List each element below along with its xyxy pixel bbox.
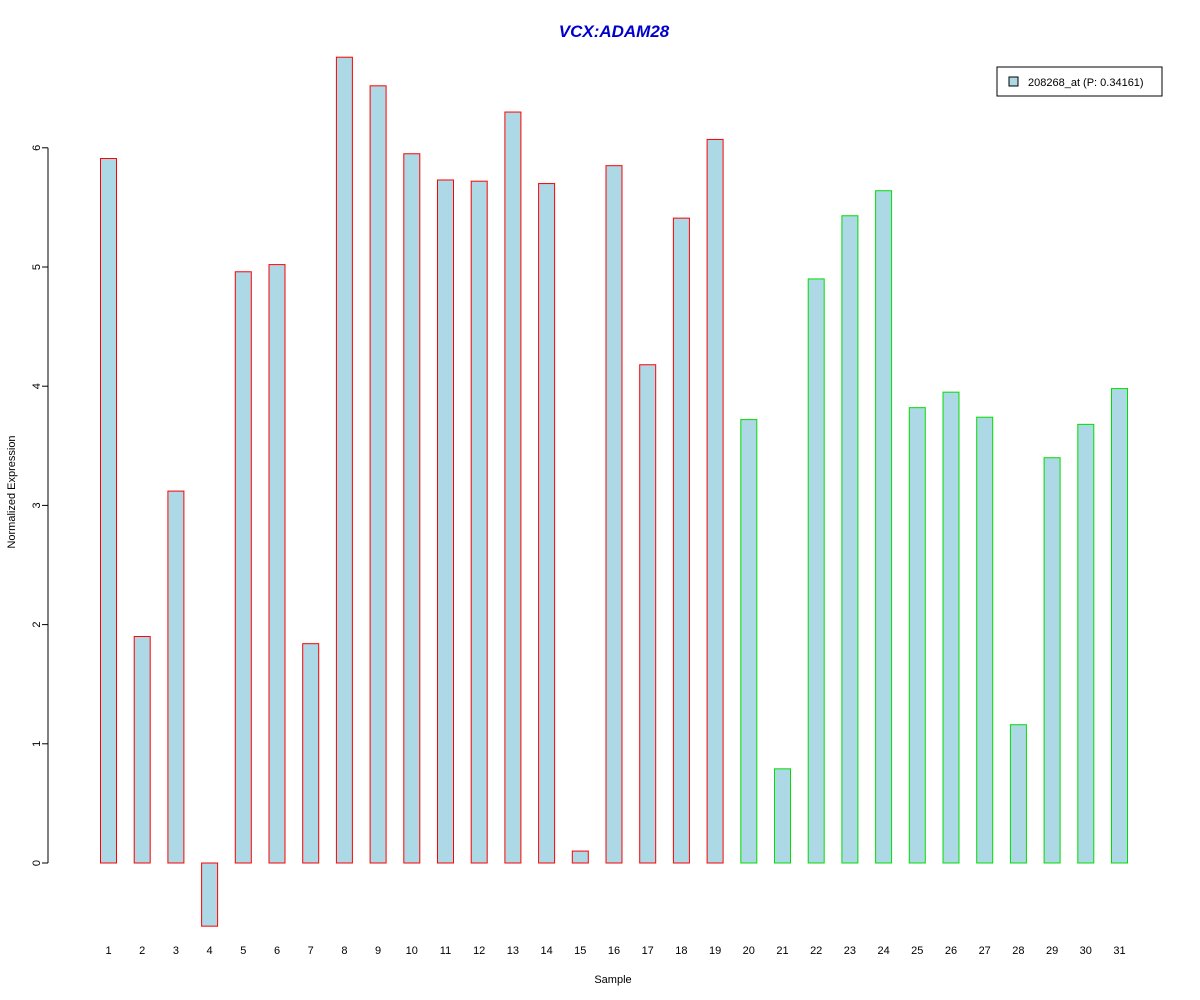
bar-sample-18 — [672, 217, 690, 864]
bar-sample-17 — [639, 364, 657, 864]
chart-title: VCX:ADAM28 — [559, 22, 670, 41]
x-tick-label: 25 — [911, 945, 923, 957]
bar-sample-7 — [302, 643, 320, 864]
bar-sample-28 — [1009, 724, 1027, 864]
x-tick-label: 11 — [440, 945, 451, 957]
x-tick-label: 21 — [776, 945, 788, 957]
bar-sample-27 — [976, 416, 994, 864]
x-tick-label: 27 — [979, 945, 991, 957]
x-tick-label: 5 — [240, 945, 246, 957]
bar-sample-6 — [268, 264, 286, 864]
x-tick-label: 26 — [945, 945, 957, 957]
x-tick-label: 22 — [810, 945, 822, 957]
bar-sample-16 — [605, 165, 623, 864]
x-tick-label: 24 — [877, 945, 889, 957]
bar-sample-19 — [706, 138, 724, 864]
x-tick-label: 13 — [507, 945, 519, 957]
bar-sample-12 — [470, 180, 488, 864]
bar-sample-22 — [807, 278, 825, 864]
bar-sample-20 — [740, 419, 758, 864]
x-tick-label: 29 — [1046, 945, 1058, 957]
y-axis: 0 1 2 3 4 5 6 — [31, 145, 49, 866]
x-tick-label: 15 — [574, 945, 586, 957]
bar-sample-21 — [774, 768, 791, 864]
x-tick-label: 16 — [608, 945, 620, 957]
bars — [100, 56, 1128, 927]
bar-sample-2 — [133, 636, 151, 864]
legend-label: 208268_at (P: 0.34161) — [1028, 77, 1144, 89]
x-tick-label: 30 — [1080, 945, 1092, 957]
y-tick-label: 4 — [31, 383, 43, 389]
y-tick-label: 5 — [31, 264, 43, 270]
x-tick-label: 7 — [308, 945, 314, 957]
bar-sample-23 — [841, 215, 859, 864]
bar-sample-29 — [1043, 457, 1061, 864]
bar-sample-10 — [403, 153, 421, 864]
bar-sample-3 — [167, 490, 185, 864]
x-tick-label: 31 — [1113, 945, 1125, 957]
x-tick-label: 12 — [473, 945, 485, 957]
x-tick-label: 6 — [274, 945, 280, 957]
bar-sample-1 — [100, 158, 117, 864]
bar-sample-8 — [335, 56, 353, 864]
bar-sample-24 — [875, 190, 893, 864]
x-tick-labels: 1 2 3 4 5 6 7 8 9 10 11 12 13 14 15 16 17 18 19 20 21 22 23 24 2… — [105, 945, 1125, 957]
x-axis-label: Sample — [594, 974, 631, 986]
x-tick-label: 10 — [406, 945, 418, 957]
bar-sample-30 — [1077, 423, 1095, 864]
bar-sample-4 — [201, 862, 219, 927]
bar-sample-15 — [571, 850, 589, 864]
bar-sample-14 — [538, 183, 556, 864]
x-tick-label: 8 — [341, 945, 347, 957]
x-tick-label: 20 — [743, 945, 755, 957]
x-tick-label: 1 — [105, 945, 111, 957]
x-tick-label: 28 — [1012, 945, 1024, 957]
bar-sample-25 — [908, 407, 926, 864]
x-tick-label: 3 — [173, 945, 179, 957]
x-tick-label: 18 — [675, 945, 687, 957]
legend-swatch — [1008, 76, 1019, 87]
x-tick-label: 23 — [844, 945, 856, 957]
y-axis-label: Normalized Expression — [6, 435, 18, 548]
y-tick-label: 0 — [31, 860, 43, 866]
y-tick-label: 3 — [31, 502, 43, 508]
bar-sample-31 — [1111, 388, 1128, 864]
bar-sample-9 — [369, 85, 387, 864]
x-tick-label: 17 — [642, 945, 654, 957]
x-tick-label: 2 — [139, 945, 145, 957]
bar-sample-5 — [234, 271, 252, 864]
legend: 208268_at (P: 0.34161) — [996, 66, 1163, 97]
bar-sample-13 — [504, 111, 522, 864]
bar-sample-26 — [942, 391, 960, 864]
y-tick-label: 2 — [31, 622, 43, 628]
x-tick-label: 19 — [709, 945, 721, 957]
x-tick-label: 14 — [540, 945, 552, 957]
x-tick-label: 9 — [375, 945, 381, 957]
x-tick-label: 4 — [207, 945, 213, 957]
y-tick-label: 6 — [31, 145, 43, 151]
bar-sample-11 — [437, 179, 454, 864]
y-tick-label: 1 — [31, 741, 43, 747]
legend-box — [996, 66, 1163, 97]
